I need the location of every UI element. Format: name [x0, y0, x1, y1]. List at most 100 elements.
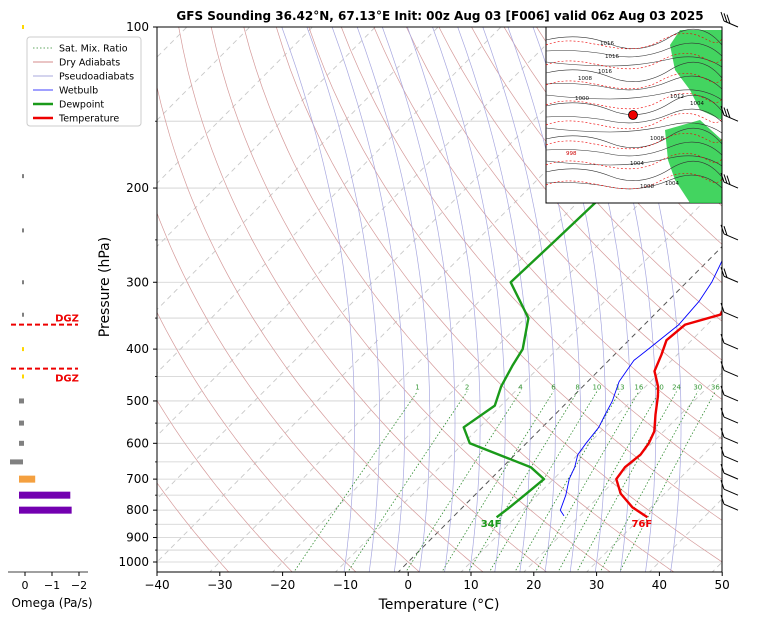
surface-label: 76F	[631, 519, 652, 530]
legend-label: Temperature	[58, 114, 119, 125]
omega-axis-label: Omega (Pa/s)	[11, 596, 92, 610]
map-pressure-label: 1004	[690, 101, 704, 107]
y-tick-label: 100	[126, 20, 149, 34]
omega-bar	[19, 398, 24, 403]
wind-barb-staff	[724, 182, 738, 188]
wind-barb	[721, 464, 738, 479]
wind-barb-staff	[724, 21, 738, 27]
wind-barb-staff	[724, 115, 738, 121]
y-tick-label: 900	[126, 531, 149, 545]
y-tick-label: 600	[126, 436, 149, 450]
mixing-ratio-label: 16	[634, 383, 643, 391]
x-axis-label: Temperature (°C)	[378, 597, 500, 613]
y-axis-label: Pressure (hPa)	[97, 237, 113, 337]
pseudoadiabat	[282, 27, 355, 573]
map-pressure-label: 1012	[670, 94, 684, 100]
omega-tick-label: −1	[44, 579, 60, 592]
legend-label: Dry Adiabats	[59, 58, 120, 69]
mixing-ratio-label: 36	[711, 383, 720, 391]
x-tick-label: −20	[270, 578, 295, 592]
omega-bar	[22, 174, 24, 178]
omega-bar	[22, 228, 24, 232]
wind-barb-staff	[724, 504, 738, 510]
mixing-ratio-line	[293, 392, 418, 574]
omega-bar	[22, 25, 24, 29]
wind-barb	[721, 106, 738, 121]
x-tick-label: 50	[715, 578, 730, 592]
dry-adiabat	[114, 27, 421, 573]
wind-barb	[721, 495, 738, 510]
map-pressure-label: 1016	[600, 41, 614, 47]
omega-bar	[22, 374, 24, 378]
omega-bar	[19, 441, 24, 446]
omega-bar	[19, 476, 35, 483]
wind-barb	[721, 267, 738, 282]
wind-barb-staff	[724, 489, 738, 495]
omega-bar	[10, 459, 23, 464]
x-tick-label: 10	[463, 578, 478, 592]
wind-barb	[721, 428, 738, 443]
mixing-ratio-label: 6	[551, 383, 556, 391]
map-pressure-label: 1004	[665, 181, 679, 187]
x-tick-label: −40	[144, 578, 169, 592]
isotherm-line	[83, 27, 627, 573]
y-tick-label: 800	[126, 503, 149, 517]
chart-title: GFS Sounding 36.42°N, 67.13°E Init: 00z …	[176, 9, 703, 23]
x-tick-label: 20	[526, 578, 541, 592]
map-pressure-label: 1016	[598, 69, 612, 75]
mixing-ratio-label: 8	[575, 383, 579, 391]
mixing-ratio-label: 10	[592, 383, 601, 391]
wind-barb-staff	[724, 343, 738, 349]
omega-bar	[19, 421, 24, 426]
wind-barb	[721, 334, 738, 349]
x-tick-label: 0	[404, 578, 412, 592]
omega-bar	[22, 280, 24, 284]
dry-adiabat	[146, 27, 485, 573]
legend-label: Wetbulb	[59, 86, 98, 97]
mixing-ratio-label: 1	[415, 383, 419, 391]
wind-barb-staff	[724, 417, 738, 423]
wind-barb-staff	[724, 456, 738, 462]
wind-barb	[721, 447, 738, 462]
omega-bar	[19, 492, 70, 499]
omega-tick-label: −2	[71, 579, 87, 592]
map-pressure-label: 1016	[605, 54, 619, 60]
mixing-ratio-label: 24	[672, 383, 681, 391]
dry-adiabat	[732, 27, 757, 573]
x-tick-label: 40	[652, 578, 667, 592]
wind-barb	[721, 480, 738, 495]
location-marker	[629, 111, 638, 120]
wind-barb	[721, 12, 738, 27]
dgz-label: DGZ	[55, 314, 79, 325]
mixing-ratio-line	[619, 392, 715, 574]
map-pressure-label: 1008	[578, 76, 592, 82]
y-tick-label: 200	[126, 181, 149, 195]
map-pressure-label: 1008	[650, 136, 664, 142]
omega-bar	[22, 347, 24, 351]
x-tick-label: −30	[207, 578, 232, 592]
wind-barb-staff	[724, 312, 738, 318]
wind-barb	[721, 173, 738, 188]
map-pressure-label: 1008	[640, 184, 654, 190]
mixing-ratio-line	[347, 392, 467, 574]
wind-barb-flag	[721, 12, 724, 21]
x-tick-label: −10	[333, 578, 358, 592]
y-tick-label: 300	[126, 275, 149, 289]
wind-barb-staff	[724, 276, 738, 282]
mixing-ratio-label: 20	[655, 383, 664, 391]
wind-barb	[721, 303, 738, 318]
mixing-ratio-label: 2	[465, 383, 469, 391]
map-pressure-label: 998	[566, 151, 577, 157]
surface-label: 34F	[481, 519, 502, 530]
legend-label: Sat. Mix. Ratio	[59, 44, 128, 55]
pseudoadiabat	[307, 27, 380, 573]
mixing-ratio-label: 4	[518, 383, 523, 391]
mixing-ratio-label: 30	[693, 383, 702, 391]
wind-barb	[721, 386, 738, 401]
wind-barb	[721, 225, 738, 240]
mixing-ratio-line	[576, 392, 676, 574]
omega-tick-label: 0	[22, 579, 29, 592]
wind-barb-staff	[724, 370, 738, 376]
legend-label: Pseudoadiabats	[59, 72, 134, 83]
